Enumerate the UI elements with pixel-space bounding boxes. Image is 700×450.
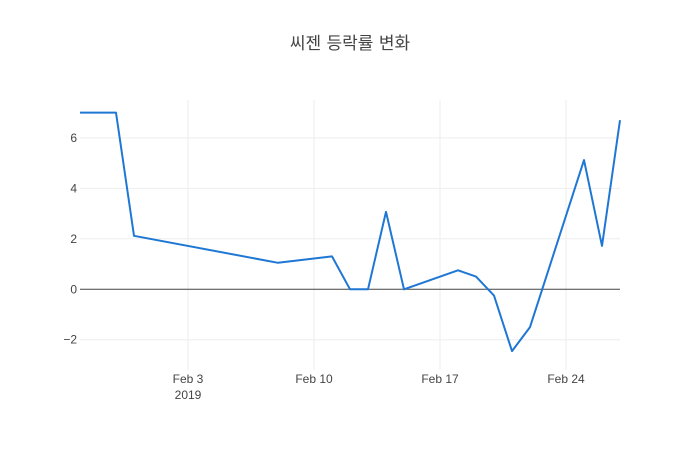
series-layer: [80, 111, 621, 353]
x-tick-label: Feb 24: [547, 372, 585, 386]
x-tick-label: Feb 10: [295, 372, 333, 386]
y-tick-label: 6: [70, 131, 77, 145]
grid-lines: [80, 100, 620, 370]
tick-labels: Feb 3 2019 Feb 10 Feb 17 Feb 24 −2 0 2 4 6: [63, 131, 585, 402]
x-tick-label: Feb 17: [421, 372, 459, 386]
x-tick-label: Feb 3: [173, 372, 204, 386]
x-tick-sublabel: 2019: [175, 388, 202, 402]
y-tick-label: 4: [70, 181, 77, 195]
series-line: [80, 111, 621, 353]
y-tick-label: 0: [70, 282, 77, 296]
y-tick-label: 2: [70, 232, 77, 246]
chart-title: 씨젠 등락률 변화: [290, 34, 411, 54]
y-tick-label: −2: [63, 333, 77, 347]
